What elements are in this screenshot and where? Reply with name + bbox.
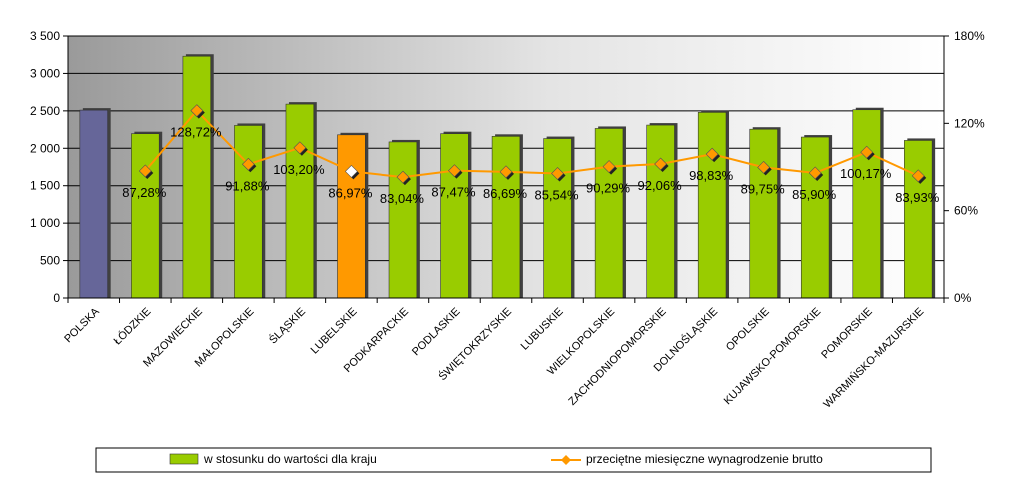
y-tick-label: 2 000 <box>30 141 60 155</box>
line-point <box>344 164 360 180</box>
data-label: 86,97% <box>328 185 373 200</box>
bar <box>440 133 469 299</box>
legend-line-marker <box>561 455 571 465</box>
category-label: ŁÓDZKIE <box>111 305 153 347</box>
line-point <box>448 164 463 179</box>
line-point <box>757 160 772 176</box>
line-point <box>654 157 669 173</box>
data-label: 86,69% <box>483 186 528 201</box>
bar <box>904 140 933 299</box>
line-point <box>705 147 721 163</box>
line-point <box>293 141 308 156</box>
category-label: OPOLSKIE <box>724 306 772 354</box>
line-point <box>190 104 205 119</box>
data-label: 85,90% <box>792 187 837 202</box>
y2-tick-label: 120% <box>954 116 985 130</box>
y-tick-label: 1 000 <box>30 216 60 230</box>
y2-tick-label: 0% <box>954 291 972 305</box>
data-label: 100,17% <box>840 166 892 181</box>
data-label: 83,04% <box>380 191 425 206</box>
bar <box>337 134 366 299</box>
line-point <box>602 160 618 175</box>
legend-line-label: przeciętne miesięczne wynagrodzenie brut… <box>586 452 823 466</box>
y2-tick-label: 180% <box>954 29 985 43</box>
bar <box>234 125 263 299</box>
line-point <box>499 165 514 180</box>
legend-bar-swatch <box>169 453 199 465</box>
category-label: KUJAWSKO-POMORSKIE <box>722 306 824 408</box>
left-axis-ticks: 0 500 1 000 1 500 2 000 2 500 3 000 3 500 <box>30 29 60 305</box>
legend-box <box>95 447 932 473</box>
line-points <box>138 104 927 186</box>
data-label: 92,06% <box>638 178 683 193</box>
line-point <box>138 164 154 179</box>
bar <box>491 136 521 299</box>
bar <box>285 103 315 299</box>
category-label: POLSKA <box>62 305 102 345</box>
data-labels: 87,28% 128,72% 91,88%103,20%86,97% 83,04% 87… <box>122 125 939 206</box>
data-label: 87,28% <box>122 185 167 200</box>
category-label: PODLASKIE <box>410 306 463 359</box>
data-label: 103,20% <box>273 162 325 177</box>
y2-tick-label: 60% <box>954 204 978 218</box>
data-label: 83,93% <box>895 190 940 205</box>
bar <box>543 138 572 299</box>
y-tick-label: 500 <box>40 254 60 268</box>
y-tick-label: 1 500 <box>30 179 60 193</box>
axes <box>63 35 949 303</box>
bar <box>388 141 418 299</box>
y-tick-label: 3 000 <box>30 66 60 80</box>
y-tick-label: 2 500 <box>30 104 60 118</box>
line-point <box>241 157 257 173</box>
right-axis-ticks: 0% 60% 120% 180% <box>954 29 985 305</box>
category-label: WARMIŃSKO-MAZURSKIE <box>821 305 927 411</box>
bar <box>646 124 675 299</box>
line-point <box>860 145 875 161</box>
bar <box>594 128 624 299</box>
bars <box>79 54 936 299</box>
line-point <box>808 166 824 181</box>
y-tick-label: 0 <box>53 291 60 305</box>
data-label: 91,88% <box>225 178 270 193</box>
bar <box>697 112 727 299</box>
data-label: 87,47% <box>431 185 476 200</box>
category-label: LUBELSKIE <box>309 306 360 357</box>
bar <box>852 109 881 299</box>
data-label: 85,54% <box>534 187 579 202</box>
category-label: POMORSKIE <box>819 306 875 362</box>
bar <box>79 109 108 299</box>
line-series <box>144 109 919 179</box>
legend: w stosunku do wartości dla kraju przecięt… <box>95 447 932 473</box>
data-label: 128,72% <box>170 125 222 140</box>
bar <box>749 128 778 299</box>
y-tick-label: 3 500 <box>30 29 60 43</box>
bar <box>182 55 212 299</box>
data-label: 90,29% <box>586 181 631 196</box>
data-label: 89,75% <box>741 181 786 196</box>
category-label: ZACHODNIOPOMORSKIE <box>566 306 668 408</box>
bar <box>800 136 830 299</box>
line-point <box>551 167 566 182</box>
line-point <box>911 169 927 184</box>
category-label: LUBUSKIE <box>519 306 566 353</box>
category-label: ŚLĄSKIE <box>266 305 308 347</box>
line-path <box>144 109 919 179</box>
legend-bar-label: w stosunku do wartości dla kraju <box>203 452 377 466</box>
data-label: 98,83% <box>689 168 734 183</box>
line-point <box>396 170 411 186</box>
